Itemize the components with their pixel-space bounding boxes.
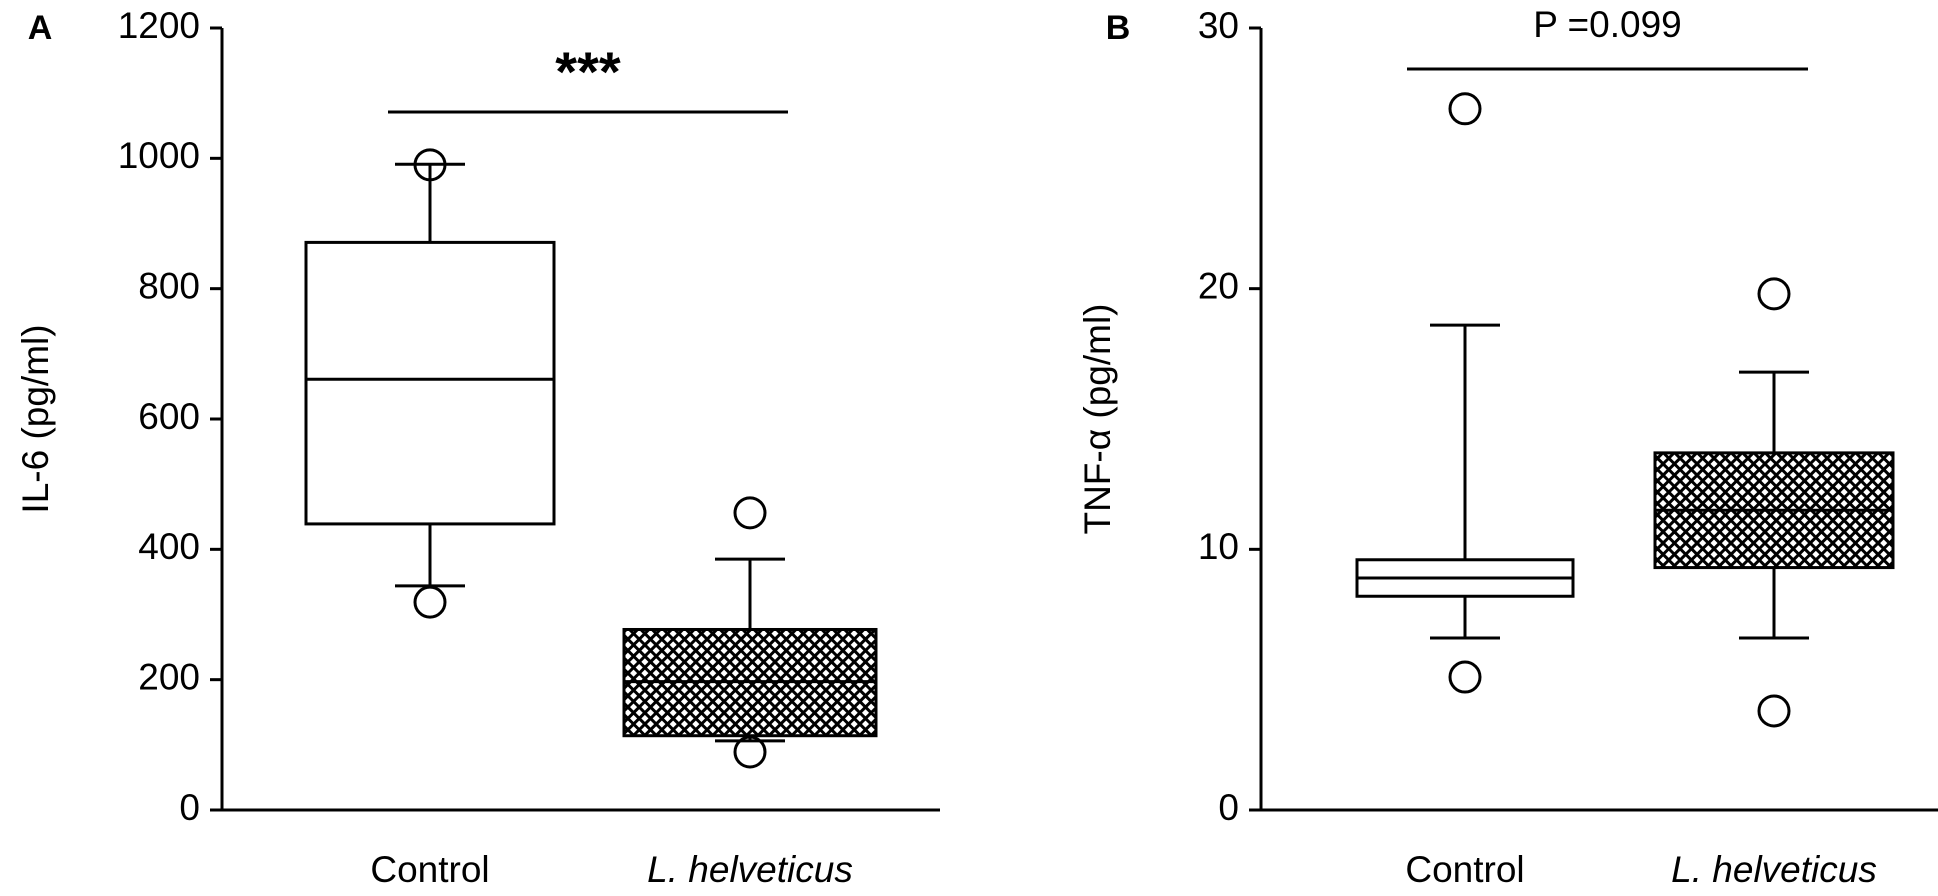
- panel-label: A: [28, 9, 53, 47]
- outlier: [733, 496, 767, 530]
- outlier: [1757, 694, 1791, 728]
- x-tick-label: Control: [1405, 849, 1524, 890]
- y-axis-title: TNF-α (pg/ml): [1077, 303, 1118, 534]
- outlier: [1448, 660, 1482, 694]
- box: [304, 240, 556, 526]
- significance-label: ***: [555, 40, 621, 103]
- y-tick-label: 20: [1198, 265, 1239, 306]
- x-tick-label: L. helveticus: [1671, 849, 1877, 890]
- y-tick-label: 200: [138, 656, 200, 697]
- outlier: [413, 148, 447, 182]
- significance-label: P =0.099: [1533, 4, 1682, 45]
- outlier: [413, 585, 447, 619]
- outlier: [1448, 92, 1482, 126]
- outlier: [1757, 277, 1791, 311]
- y-tick-label: 1200: [118, 5, 200, 46]
- panel-label: B: [1106, 9, 1131, 47]
- y-tick-label: 800: [138, 265, 200, 306]
- y-tick-label: 10: [1198, 526, 1239, 567]
- y-tick-label: 600: [138, 396, 200, 437]
- y-tick-label: 0: [1218, 787, 1239, 828]
- y-tick-label: 400: [138, 526, 200, 567]
- y-tick-label: 1000: [118, 135, 200, 176]
- x-tick-label: L. helveticus: [647, 849, 853, 890]
- y-tick-label: 30: [1198, 5, 1239, 46]
- y-tick-label: 0: [179, 787, 200, 828]
- outlier: [733, 735, 767, 769]
- y-axis-title: IL-6 (pg/ml): [15, 324, 56, 513]
- x-tick-label: Control: [370, 849, 489, 890]
